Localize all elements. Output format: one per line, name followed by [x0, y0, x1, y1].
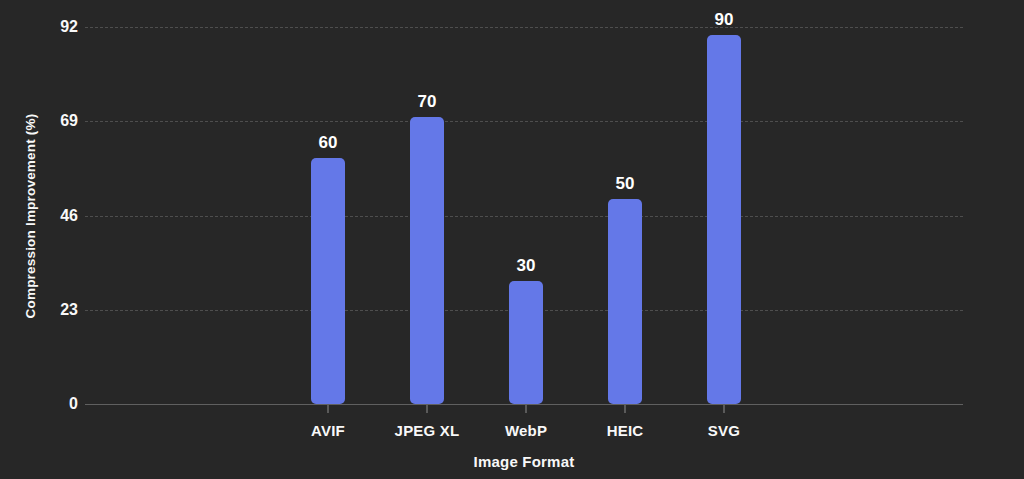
x-tick-mark-4	[723, 405, 725, 413]
value-label-svg: 90	[694, 9, 754, 31]
y-tick-label-92: 92	[30, 17, 78, 37]
x-tick-mark-2	[525, 405, 527, 413]
x-category-label-avif: AVIF	[280, 422, 376, 440]
value-label-avif: 60	[298, 132, 358, 154]
y-tick-label-69: 69	[30, 111, 78, 131]
x-category-label-jpeg-xl: JPEG XL	[379, 422, 475, 440]
x-category-label-heic: HEIC	[577, 422, 673, 440]
bar-webp	[509, 281, 543, 404]
bar-heic	[608, 199, 642, 404]
bar-jpeg-xl	[410, 117, 444, 404]
y-tick-label-23: 23	[30, 300, 78, 320]
y-tick-label-46: 46	[30, 206, 78, 226]
value-label-heic: 50	[595, 173, 655, 195]
x-category-label-svg: SVG	[676, 422, 772, 440]
gridline-46	[85, 216, 963, 217]
y-tick-label-0: 0	[30, 394, 78, 414]
gridline-92	[85, 27, 963, 28]
x-axis-title: Image Format	[424, 453, 624, 471]
bar-avif	[311, 158, 345, 404]
bar-svg	[707, 35, 741, 404]
x-tick-mark-1	[426, 405, 428, 413]
bar-chart: Compression Improvement (%) Image Format…	[0, 0, 1024, 479]
gridline-0	[85, 404, 963, 405]
x-category-label-webp: WebP	[478, 422, 574, 440]
gridline-69	[85, 121, 963, 122]
value-label-jpeg-xl: 70	[397, 91, 457, 113]
x-tick-mark-3	[624, 405, 626, 413]
x-tick-mark-0	[327, 405, 329, 413]
value-label-webp: 30	[496, 255, 556, 277]
